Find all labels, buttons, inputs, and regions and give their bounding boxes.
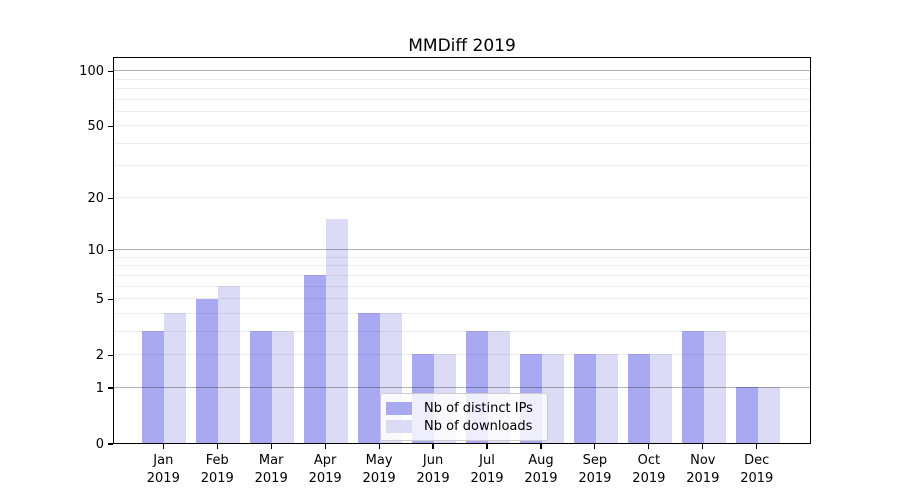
x-tick-label-may: May 2019: [362, 453, 396, 486]
x-tick-mark-feb: [216, 444, 218, 449]
x-tick-mark-jun: [432, 444, 434, 449]
x-tick-label-sep: Sep 2019: [578, 453, 612, 486]
bar-distinct-ips-feb: [196, 298, 219, 443]
major-gridline-100: [114, 70, 810, 72]
y-tick-mark-10: [108, 249, 113, 252]
bar-downloads-feb: [218, 286, 241, 443]
x-tick-label-dec: Dec 2019: [740, 453, 774, 486]
legend-item-distinct-ips: Nb of distinct IPs: [386, 399, 539, 417]
legend-swatch-distinct-ips-icon: [386, 401, 412, 415]
legend-label-downloads: Nb of downloads: [424, 418, 533, 434]
x-tick-mark-sep: [594, 444, 596, 449]
x-tick-label-nov: Nov 2019: [686, 453, 720, 486]
legend-item-downloads: Nb of downloads: [386, 417, 539, 435]
bar-downloads-sep: [595, 354, 618, 443]
minor-gridline-80: [114, 88, 810, 89]
bar-distinct-ips-apr: [304, 275, 327, 443]
minor-gridline-8: [114, 265, 810, 267]
bar-distinct-ips-nov: [681, 331, 704, 443]
x-tick-mark-dec: [756, 444, 758, 449]
y-tick-mark-5: [108, 298, 113, 301]
bar-downloads-mar: [272, 331, 295, 443]
x-tick-mark-jul: [486, 444, 488, 449]
legend: Nb of distinct IPs Nb of downloads: [380, 393, 548, 441]
bar-distinct-ips-dec: [735, 387, 758, 443]
minor-gridline-40: [114, 142, 810, 144]
minor-gridline-5: [114, 297, 810, 299]
minor-gridline-6: [114, 285, 810, 287]
bar-downloads-oct: [649, 354, 672, 443]
y-tick-mark-50: [108, 126, 113, 128]
x-tick-label-jun: Jun 2019: [416, 453, 450, 486]
y-tick-label-10: 10: [87, 243, 104, 259]
minor-gridline-4: [114, 312, 810, 314]
minor-gridline-3: [114, 330, 810, 332]
x-tick-mark-may: [378, 444, 380, 449]
minor-gridline-30: [114, 165, 810, 167]
bar-distinct-ips-sep: [573, 354, 596, 443]
bar-downloads-dec: [757, 387, 780, 443]
bar-downloads-apr: [326, 219, 349, 443]
minor-gridline-50: [114, 125, 810, 127]
minor-gridline-20: [114, 196, 810, 198]
minor-gridline-9: [114, 256, 810, 258]
chart-title: MMDiff 2019: [408, 36, 516, 56]
y-tick-mark-2: [108, 354, 113, 356]
bar-downloads-nov: [703, 331, 726, 443]
x-tick-label-mar: Mar 2019: [254, 453, 288, 486]
legend-swatch-downloads-icon: [386, 419, 412, 433]
x-tick-mark-aug: [540, 444, 542, 449]
minor-gridline-70: [114, 98, 810, 100]
bar-distinct-ips-oct: [627, 354, 650, 443]
y-tick-label-0: 0: [95, 436, 104, 452]
minor-gridline-2: [114, 353, 810, 355]
y-tick-label-5: 5: [95, 291, 104, 307]
y-tick-mark-100: [108, 71, 113, 73]
x-tick-mark-oct: [648, 444, 650, 449]
bar-downloads-jan: [164, 313, 187, 443]
y-tick-mark-0: [108, 443, 113, 445]
y-tick-label-20: 20: [87, 190, 104, 206]
minor-gridline-60: [114, 110, 810, 112]
x-tick-label-jul: Jul 2019: [470, 453, 504, 486]
minor-gridline-7: [114, 274, 810, 276]
x-tick-label-apr: Apr 2019: [308, 453, 342, 486]
x-tick-mark-nov: [702, 444, 704, 449]
minor-gridline-90: [114, 78, 810, 80]
y-tick-mark-20: [108, 197, 113, 199]
bar-distinct-ips-may: [358, 313, 381, 443]
y-tick-label-2: 2: [95, 347, 104, 363]
x-tick-label-aug: Aug 2019: [524, 453, 558, 486]
major-gridline-1: [114, 386, 810, 388]
x-tick-label-feb: Feb 2019: [200, 453, 234, 486]
y-tick-label-100: 100: [79, 64, 104, 80]
x-tick-mark-jan: [162, 444, 164, 449]
x-tick-mark-mar: [270, 444, 272, 449]
plot-area: Nb of distinct IPs Nb of downloads: [113, 57, 811, 444]
bar-distinct-ips-jan: [142, 331, 165, 443]
y-tick-label-1: 1: [95, 380, 104, 396]
y-tick-mark-1: [108, 387, 113, 389]
bar-distinct-ips-mar: [250, 331, 273, 443]
x-tick-label-oct: Oct 2019: [632, 453, 666, 486]
x-tick-label-jan: Jan 2019: [146, 453, 180, 486]
y-tick-label-50: 50: [87, 119, 104, 135]
major-gridline-10: [114, 249, 810, 251]
x-tick-mark-apr: [324, 444, 326, 449]
legend-label-distinct-ips: Nb of distinct IPs: [424, 400, 533, 416]
